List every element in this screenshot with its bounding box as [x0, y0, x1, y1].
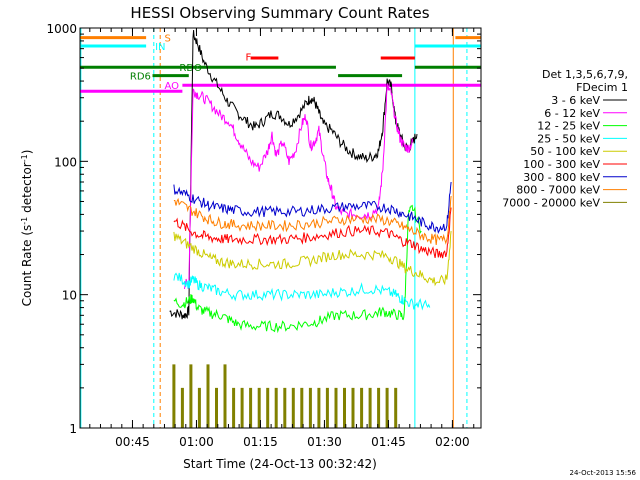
flag-label: RDO	[179, 63, 202, 74]
axes: 1 10 100 1000 00:45 01:00 01:15 01:30 01:45 02:00	[46, 22, 481, 449]
y-tick-label: 10	[62, 289, 77, 303]
series-line	[172, 364, 398, 428]
series-line	[173, 195, 452, 245]
flag-label: RD6	[130, 72, 151, 83]
x-axis-label: Start Time (24-Oct-13 00:32:42)	[183, 457, 377, 471]
series-line	[169, 29, 418, 320]
series-line	[173, 207, 452, 259]
flag-label: IN	[155, 42, 165, 53]
series-line	[173, 231, 452, 287]
y-axis-label-sup: -1	[20, 217, 29, 225]
y-tick-label: 1	[69, 422, 77, 436]
series-line	[184, 82, 414, 289]
legend-entry-label: 12 - 25 keV	[537, 120, 600, 133]
x-tick-label: 02:00	[435, 435, 470, 449]
y-axis-label-mid: detector	[20, 162, 34, 217]
plot-frame	[79, 27, 482, 429]
legend-header-line2: FDecim 1	[576, 81, 628, 94]
series-line	[173, 204, 422, 334]
flag-label: AO	[164, 81, 179, 92]
y-tick-label: 1000	[46, 22, 77, 36]
y-axis-label-end: )	[20, 150, 34, 155]
legend-entry-label: 6 - 12 keV	[544, 107, 600, 120]
legend-entry-label: 3 - 6 keV	[551, 94, 600, 107]
series-line	[173, 181, 452, 234]
legend-entry-label: 7000 - 20000 keV	[502, 196, 600, 209]
y-axis-label: Count Rate (s-1 detector-1)	[20, 150, 35, 307]
legend-header-line1: Det 1,3,5,6,7,9,	[542, 68, 628, 81]
legend-entry-label: 100 - 300 keV	[523, 158, 600, 171]
flag-label: S	[164, 34, 170, 45]
x-tick-label: 01:45	[371, 435, 406, 449]
legend-entry-label: 300 - 800 keV	[523, 171, 600, 184]
x-tick-label: 01:15	[243, 435, 278, 449]
flag-label: F	[246, 52, 252, 63]
x-tick-label: 01:00	[179, 435, 214, 449]
x-tick-label: 01:30	[307, 435, 342, 449]
y-axis-label-main: Count Rate (s	[20, 225, 34, 307]
legend-entry-label: 800 - 7000 keV	[516, 184, 600, 197]
y-tick-label: 100	[54, 155, 77, 169]
legend-entry-label: 25 - 50 keV	[537, 132, 600, 145]
series-line	[173, 272, 431, 311]
legend-entry-label: 50 - 100 keV	[530, 145, 600, 158]
x-tick-label: 00:45	[115, 435, 150, 449]
y-axis-label-sup2: -1	[20, 154, 29, 162]
timestamp: 24-Oct-2013 15:56	[570, 469, 637, 477]
chart-title: HESSI Observing Summary Count Rates	[130, 4, 429, 22]
plot-area: SIN RDO RD6 AO F	[80, 28, 481, 428]
